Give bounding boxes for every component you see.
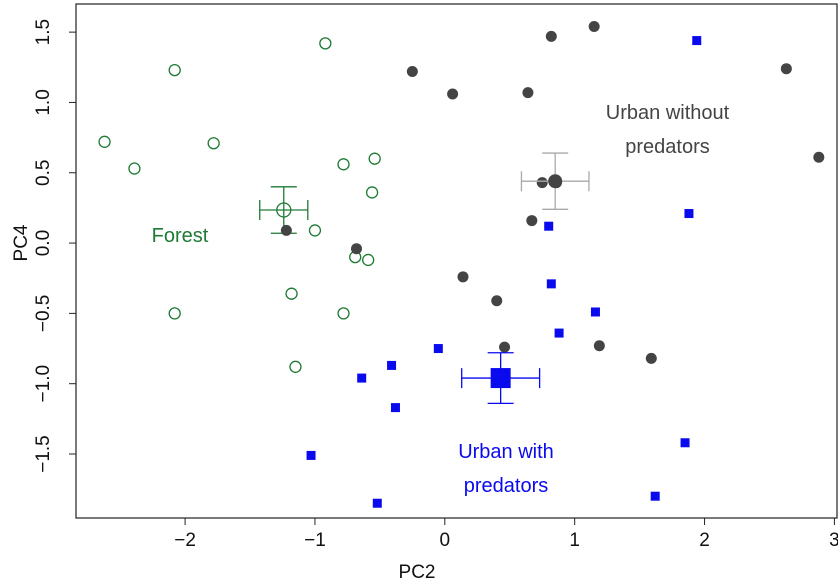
x-axis-label: PC2	[399, 562, 436, 583]
point	[433, 344, 443, 354]
point	[387, 360, 397, 370]
plot-frame	[75, 3, 838, 519]
y-tick-label: −1.0	[33, 365, 54, 403]
point	[526, 215, 538, 227]
x-tick-label: −1	[304, 530, 326, 551]
y-tick-label: 0.5	[33, 160, 54, 186]
point	[406, 66, 418, 78]
point	[308, 224, 322, 237]
mean-point	[548, 174, 563, 189]
x-tick-label: −2	[174, 530, 196, 551]
y-axis-label: PC4	[11, 224, 32, 261]
point	[680, 438, 690, 448]
point	[207, 137, 220, 150]
x-tick-label: 2	[699, 530, 710, 551]
point	[289, 360, 302, 373]
point	[319, 37, 332, 50]
point	[357, 373, 367, 383]
x-tick-label: 3	[829, 530, 838, 551]
point	[780, 63, 792, 75]
x-tick-label: 0	[440, 530, 451, 551]
point	[168, 307, 181, 320]
urban-without-label: Urban without predators	[605, 102, 730, 158]
y-tick-label: 1.5	[33, 19, 54, 45]
point	[128, 162, 141, 175]
forest-label: Forest	[151, 225, 209, 247]
point	[684, 209, 694, 219]
y-tick-label: 1.0	[33, 89, 54, 115]
point	[554, 328, 564, 338]
x-tick-label: 1	[569, 530, 580, 551]
mean-point	[276, 202, 292, 218]
point	[306, 450, 316, 460]
point	[588, 21, 600, 33]
mean-point	[490, 368, 511, 389]
point	[645, 352, 657, 364]
point	[457, 271, 469, 283]
point	[390, 403, 400, 413]
point	[590, 307, 600, 317]
point	[447, 88, 459, 100]
urban-with-label: Urban with predators	[458, 441, 554, 497]
point	[593, 340, 605, 352]
y-tick-label: 0.0	[33, 230, 54, 256]
point	[499, 341, 511, 353]
point	[522, 87, 534, 99]
point	[285, 287, 298, 300]
point	[372, 498, 382, 508]
point	[365, 186, 379, 199]
point	[337, 158, 350, 171]
point	[650, 491, 660, 501]
point	[545, 30, 557, 42]
point	[544, 221, 554, 231]
point	[337, 307, 350, 320]
point	[536, 177, 548, 189]
y-tick-label: −0.5	[33, 295, 54, 333]
point	[368, 152, 381, 165]
point	[491, 295, 503, 307]
point	[692, 36, 702, 46]
point	[351, 243, 363, 255]
point	[813, 151, 825, 163]
point	[546, 279, 556, 289]
y-tick-label: −1.5	[33, 435, 54, 473]
point	[98, 135, 111, 148]
point	[168, 63, 181, 77]
point	[362, 253, 375, 267]
point	[280, 224, 292, 236]
